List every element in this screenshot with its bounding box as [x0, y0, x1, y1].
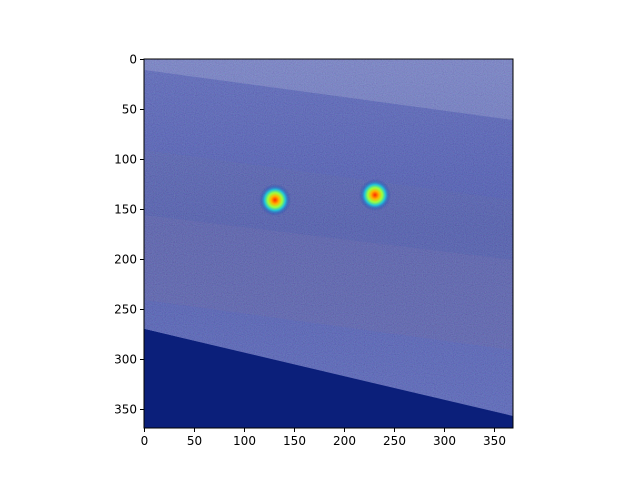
y-axis: 0 50 100 150 200 250 300 350	[114, 53, 144, 417]
y-tick-label: 50	[122, 103, 137, 117]
x-tick-label: 50	[187, 434, 202, 448]
y-tick-label: 150	[114, 203, 137, 217]
y-tick-label: 100	[114, 153, 137, 167]
heatmap-image	[144, 59, 513, 428]
x-tick-label: 250	[383, 434, 406, 448]
x-tick-label: 100	[233, 434, 256, 448]
x-tick-label: 300	[433, 434, 456, 448]
x-tick-label: 350	[483, 434, 506, 448]
axes-frame	[143, 58, 514, 429]
x-axis: 0 50 100 150 200 250 300 350	[141, 428, 506, 448]
hotspots-layer	[259, 179, 391, 216]
heat-hotspot	[359, 179, 391, 211]
x-tick-label: 200	[333, 434, 356, 448]
y-tick-label: 200	[114, 253, 137, 267]
y-tick-label: 0	[129, 53, 137, 67]
y-tick-label: 300	[114, 353, 137, 367]
heat-hotspot	[259, 184, 291, 216]
y-tick-label: 250	[114, 303, 137, 317]
y-tick-label: 350	[114, 403, 137, 417]
x-tick-label: 150	[283, 434, 306, 448]
x-tick-label: 0	[141, 434, 149, 448]
